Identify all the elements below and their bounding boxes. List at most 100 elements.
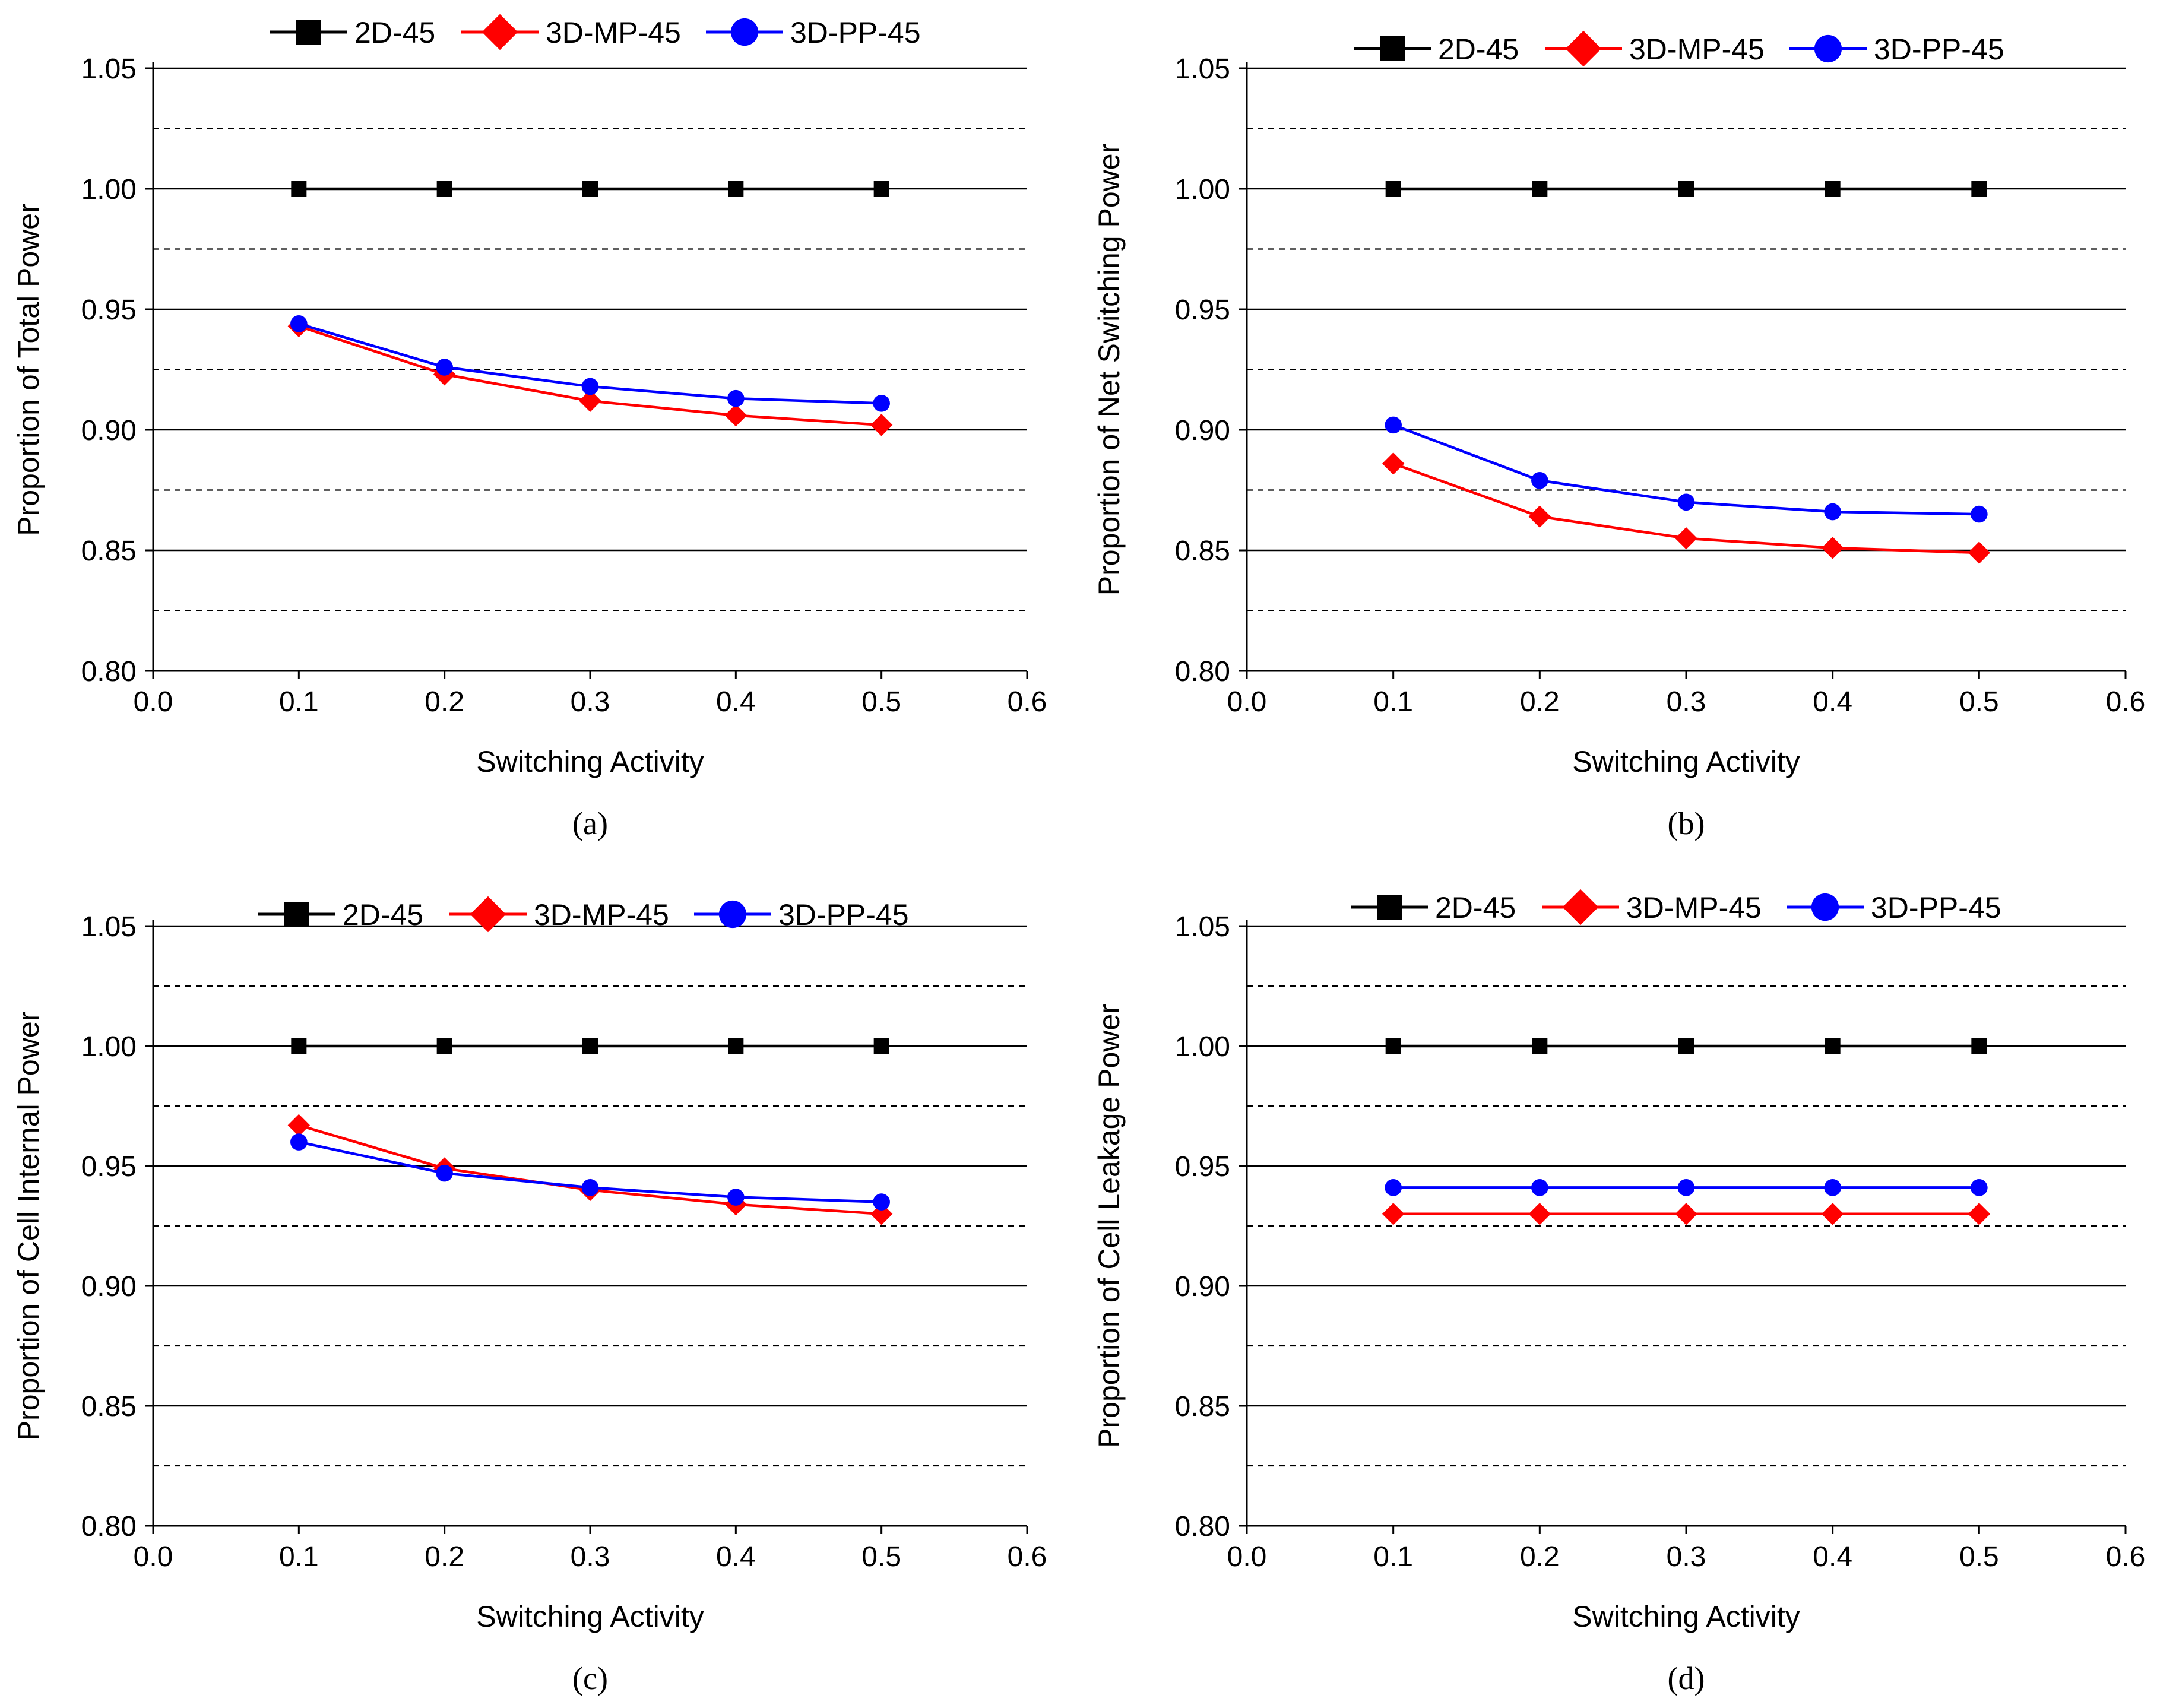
data-point [1678, 181, 1694, 197]
legend-label: 3D-PP-45 [778, 898, 909, 931]
series-2d-45 [1385, 181, 1987, 197]
y-axis-title: Proportion of Cell Internal Power [12, 1012, 45, 1441]
series-3d-mp-45 [287, 315, 893, 436]
data-point [1675, 1203, 1697, 1225]
data-point [1968, 541, 1991, 564]
data-point [1971, 505, 1988, 523]
y-tick-label: 0.95 [81, 294, 137, 326]
data-point [1531, 471, 1548, 489]
x-tick-label: 0.2 [1520, 686, 1560, 718]
data-point [291, 181, 307, 197]
series-3d-pp-45 [1385, 416, 1988, 523]
legend-marker [718, 900, 747, 929]
legend-label: 3D-MP-45 [534, 898, 669, 931]
series-3d-mp-45 [287, 1114, 893, 1225]
legend-label: 3D-MP-45 [546, 16, 681, 49]
data-point [870, 414, 893, 436]
x-tick-label: 0.3 [571, 1541, 610, 1573]
data-point [1385, 416, 1402, 434]
legend: 2D-45 3D-MP-45 3D-PP-45 [270, 14, 921, 50]
chart-panel-d: 0.80 0.85 0.90 0.95 1.00 1.05 0.0 0.1 0.2 0.3 0.4 0… [1092, 889, 2145, 1696]
x-tick-label: 0.5 [861, 1541, 901, 1573]
data-point [1675, 527, 1697, 550]
legend-label: 3D-PP-45 [1871, 891, 2001, 924]
data-point [1824, 1179, 1841, 1196]
legend-marker [1380, 36, 1405, 61]
data-point [873, 395, 890, 412]
x-tick-label: 0.1 [279, 686, 319, 718]
data-point [1678, 1038, 1694, 1054]
x-tick-label: 0.1 [1373, 686, 1413, 718]
legend-label: 3D-PP-45 [790, 16, 921, 49]
y-tick-label: 1.05 [81, 911, 137, 943]
x-tick-label: 0.6 [1008, 686, 1047, 718]
data-point [728, 1038, 744, 1054]
y-tick-label: 0.80 [81, 656, 137, 687]
data-point [727, 389, 745, 407]
y-tick-label: 0.80 [1175, 1511, 1230, 1542]
data-point [436, 1038, 452, 1054]
x-tick-label: 0.5 [1959, 686, 1999, 718]
x-tick-label: 0.4 [716, 1541, 756, 1573]
y-tick-label: 0.85 [1175, 535, 1230, 567]
data-point [290, 315, 308, 332]
x-axis-title: Switching Activity [476, 745, 704, 778]
y-tick-label: 1.00 [1175, 1031, 1230, 1063]
data-point [1825, 181, 1841, 197]
data-point [1821, 537, 1844, 559]
data-point [436, 359, 453, 376]
y-tick-label: 1.00 [81, 174, 137, 205]
legend-label: 2D-45 [1438, 33, 1519, 66]
data-point [436, 181, 452, 197]
legend-marker [296, 20, 321, 45]
x-tick-label: 0.3 [1667, 686, 1706, 718]
data-point [582, 1038, 598, 1054]
panel-label: (a) [572, 806, 608, 841]
x-tick-label: 0.2 [1520, 1541, 1560, 1573]
data-point [287, 1114, 311, 1137]
legend-marker [1562, 889, 1599, 926]
y-tick-label: 0.90 [1175, 1271, 1230, 1303]
y-tick-label: 0.80 [1175, 656, 1230, 687]
legend-label: 2D-45 [354, 16, 435, 49]
chart-panel-c: 0.80 0.85 0.90 0.95 1.00 1.05 0.0 0.1 0.2 0.3 0.4 0… [12, 896, 1047, 1696]
data-point [1532, 181, 1548, 197]
x-tick-label: 0.2 [425, 1541, 464, 1573]
data-point [724, 404, 747, 427]
data-point [1385, 181, 1401, 197]
x-tick-label: 0.3 [571, 686, 610, 718]
x-tick-label: 0.0 [1227, 1541, 1267, 1573]
chart-panel-b: 0.80 0.85 0.90 0.95 1.00 1.05 0.0 0.1 0.2 0.3 0.4 0… [1092, 30, 2145, 841]
legend-marker [470, 896, 506, 933]
y-tick-label: 0.90 [1175, 415, 1230, 446]
data-point [1821, 1203, 1844, 1225]
legend-marker [1565, 30, 1602, 67]
y-tick-label: 1.00 [1175, 174, 1230, 205]
data-point [1382, 452, 1405, 475]
data-point [1824, 503, 1841, 521]
legend-marker [730, 18, 759, 46]
gridlines [153, 67, 1027, 611]
data-point [870, 1203, 893, 1225]
legend-marker [1377, 895, 1402, 920]
x-axis-title: Switching Activity [1572, 1600, 1800, 1633]
data-point [1677, 493, 1695, 511]
series-2d-45 [291, 1038, 889, 1054]
data-point [1971, 1038, 1987, 1054]
data-point [1385, 1179, 1402, 1196]
data-point [1971, 181, 1987, 197]
x-axis-title: Switching Activity [476, 1600, 704, 1633]
y-tick-label: 0.85 [81, 1391, 137, 1422]
series-2d-45 [1385, 1038, 1987, 1054]
x-tick-label: 0.6 [2106, 1541, 2146, 1573]
x-tick-label: 0.5 [861, 686, 901, 718]
y-tick-label: 0.85 [1175, 1391, 1230, 1422]
chart-panel-a: 0.80 0.85 0.90 0.95 1.00 1.05 0.0 0.1 0.2 0.3 0.4 0… [12, 14, 1047, 841]
y-tick-label: 0.95 [81, 1151, 137, 1183]
data-point [290, 1133, 308, 1151]
data-point [291, 1038, 307, 1054]
data-point [728, 181, 744, 197]
data-point [873, 1038, 889, 1054]
